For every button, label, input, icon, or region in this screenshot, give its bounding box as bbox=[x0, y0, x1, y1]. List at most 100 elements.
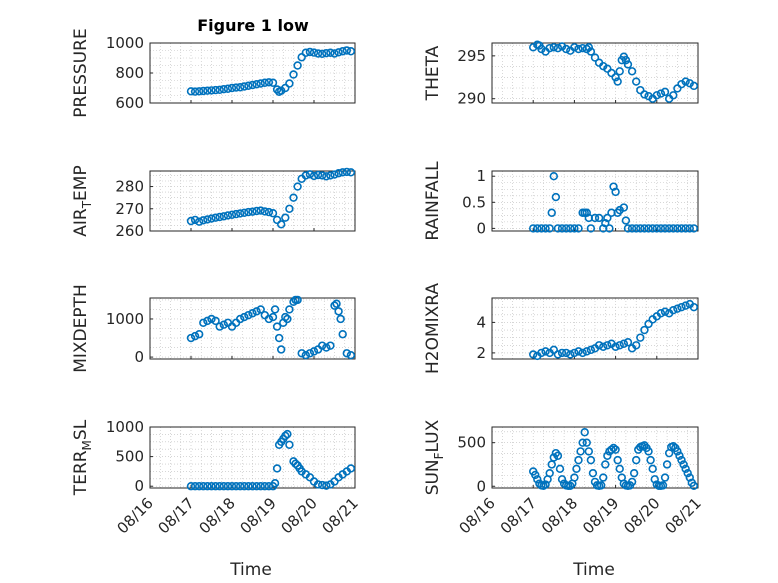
data-point bbox=[285, 440, 294, 449]
data-point bbox=[609, 182, 618, 191]
data-point bbox=[309, 171, 319, 181]
y-tick-label: 500 bbox=[115, 448, 144, 466]
data-point bbox=[211, 85, 220, 95]
data-point bbox=[264, 207, 274, 217]
data-point bbox=[603, 64, 612, 73]
data-point bbox=[601, 218, 610, 228]
data-point bbox=[223, 482, 233, 491]
data-point bbox=[576, 447, 585, 456]
data-point bbox=[318, 171, 327, 180]
data-point bbox=[607, 445, 616, 454]
axes-box bbox=[491, 297, 699, 360]
data-point bbox=[623, 224, 633, 233]
data-point bbox=[277, 345, 286, 354]
data-point bbox=[285, 79, 294, 88]
data-point bbox=[673, 84, 682, 93]
data-point bbox=[541, 224, 550, 233]
data-point bbox=[330, 170, 339, 179]
y-axis-label: TERRMSL bbox=[71, 419, 94, 496]
data-point bbox=[650, 475, 659, 484]
data-point bbox=[683, 468, 692, 478]
data-point bbox=[207, 482, 216, 491]
data-point bbox=[346, 168, 356, 177]
data-point bbox=[574, 455, 583, 465]
data-point bbox=[219, 84, 229, 94]
data-point bbox=[203, 316, 212, 326]
data-point bbox=[318, 480, 327, 490]
data-point bbox=[605, 224, 614, 233]
data-point bbox=[285, 204, 294, 213]
data-point bbox=[640, 224, 649, 233]
data-point bbox=[240, 312, 249, 322]
data-point bbox=[313, 49, 323, 58]
data-point bbox=[305, 47, 315, 57]
y-tick-label: 0 bbox=[134, 477, 144, 495]
data-point bbox=[679, 460, 688, 469]
data-point bbox=[248, 309, 257, 318]
data-point bbox=[305, 170, 315, 179]
data-point bbox=[190, 215, 200, 225]
data-point bbox=[199, 318, 208, 327]
data-point bbox=[615, 464, 624, 474]
data-point bbox=[219, 482, 229, 491]
data-point bbox=[301, 171, 310, 180]
subplot-5: 0 1000 MIXDEPTH bbox=[71, 284, 356, 373]
x-tick-label: 08/17 bbox=[497, 494, 540, 537]
data-point bbox=[603, 451, 612, 460]
data-point bbox=[244, 482, 253, 491]
data-point bbox=[240, 482, 249, 491]
data-point bbox=[561, 224, 571, 233]
data-point bbox=[615, 67, 624, 76]
data-point bbox=[215, 212, 224, 222]
data-point bbox=[656, 224, 666, 233]
y-tick-label: 280 bbox=[115, 178, 144, 196]
data-point bbox=[231, 209, 241, 219]
data-point bbox=[268, 78, 278, 87]
data-point bbox=[619, 339, 629, 348]
data-point bbox=[264, 78, 274, 87]
data-point bbox=[631, 455, 641, 465]
data-point bbox=[244, 81, 253, 90]
data-point bbox=[652, 91, 661, 100]
data-point bbox=[190, 331, 200, 341]
data-point bbox=[545, 224, 554, 233]
data-point bbox=[346, 47, 356, 56]
data-point bbox=[301, 350, 310, 360]
y-tick-label: 1 bbox=[476, 167, 486, 185]
data-point bbox=[549, 453, 558, 462]
data-point bbox=[656, 89, 666, 98]
data-point bbox=[584, 447, 594, 456]
data-point bbox=[244, 310, 253, 320]
data-point bbox=[309, 347, 319, 356]
data-point bbox=[305, 349, 315, 358]
data-point bbox=[636, 85, 645, 95]
y-tick-label: 800 bbox=[115, 64, 144, 82]
data-point bbox=[289, 70, 298, 79]
data-point bbox=[586, 47, 596, 56]
data-point bbox=[199, 482, 208, 491]
data-point bbox=[652, 224, 661, 233]
data-point bbox=[574, 224, 583, 233]
data-point bbox=[662, 460, 672, 469]
data-point bbox=[207, 314, 216, 324]
data-point bbox=[252, 307, 261, 316]
data-point bbox=[186, 216, 196, 226]
data-point bbox=[203, 86, 212, 95]
data-point bbox=[636, 224, 645, 233]
data-point bbox=[660, 307, 670, 316]
data-point bbox=[252, 80, 261, 89]
data-point bbox=[240, 82, 249, 91]
data-point bbox=[561, 44, 571, 54]
data-point bbox=[611, 73, 620, 82]
data-point bbox=[338, 330, 347, 339]
x-tick-label: 08/21 bbox=[662, 494, 705, 537]
data-point bbox=[322, 343, 331, 352]
data-point bbox=[256, 482, 265, 491]
data-point bbox=[619, 203, 629, 212]
data-point bbox=[199, 86, 208, 96]
data-point bbox=[301, 48, 310, 57]
data-point bbox=[596, 481, 606, 490]
y-tick-label: 2 bbox=[476, 344, 486, 362]
data-point bbox=[660, 224, 670, 233]
data-point bbox=[211, 213, 220, 222]
